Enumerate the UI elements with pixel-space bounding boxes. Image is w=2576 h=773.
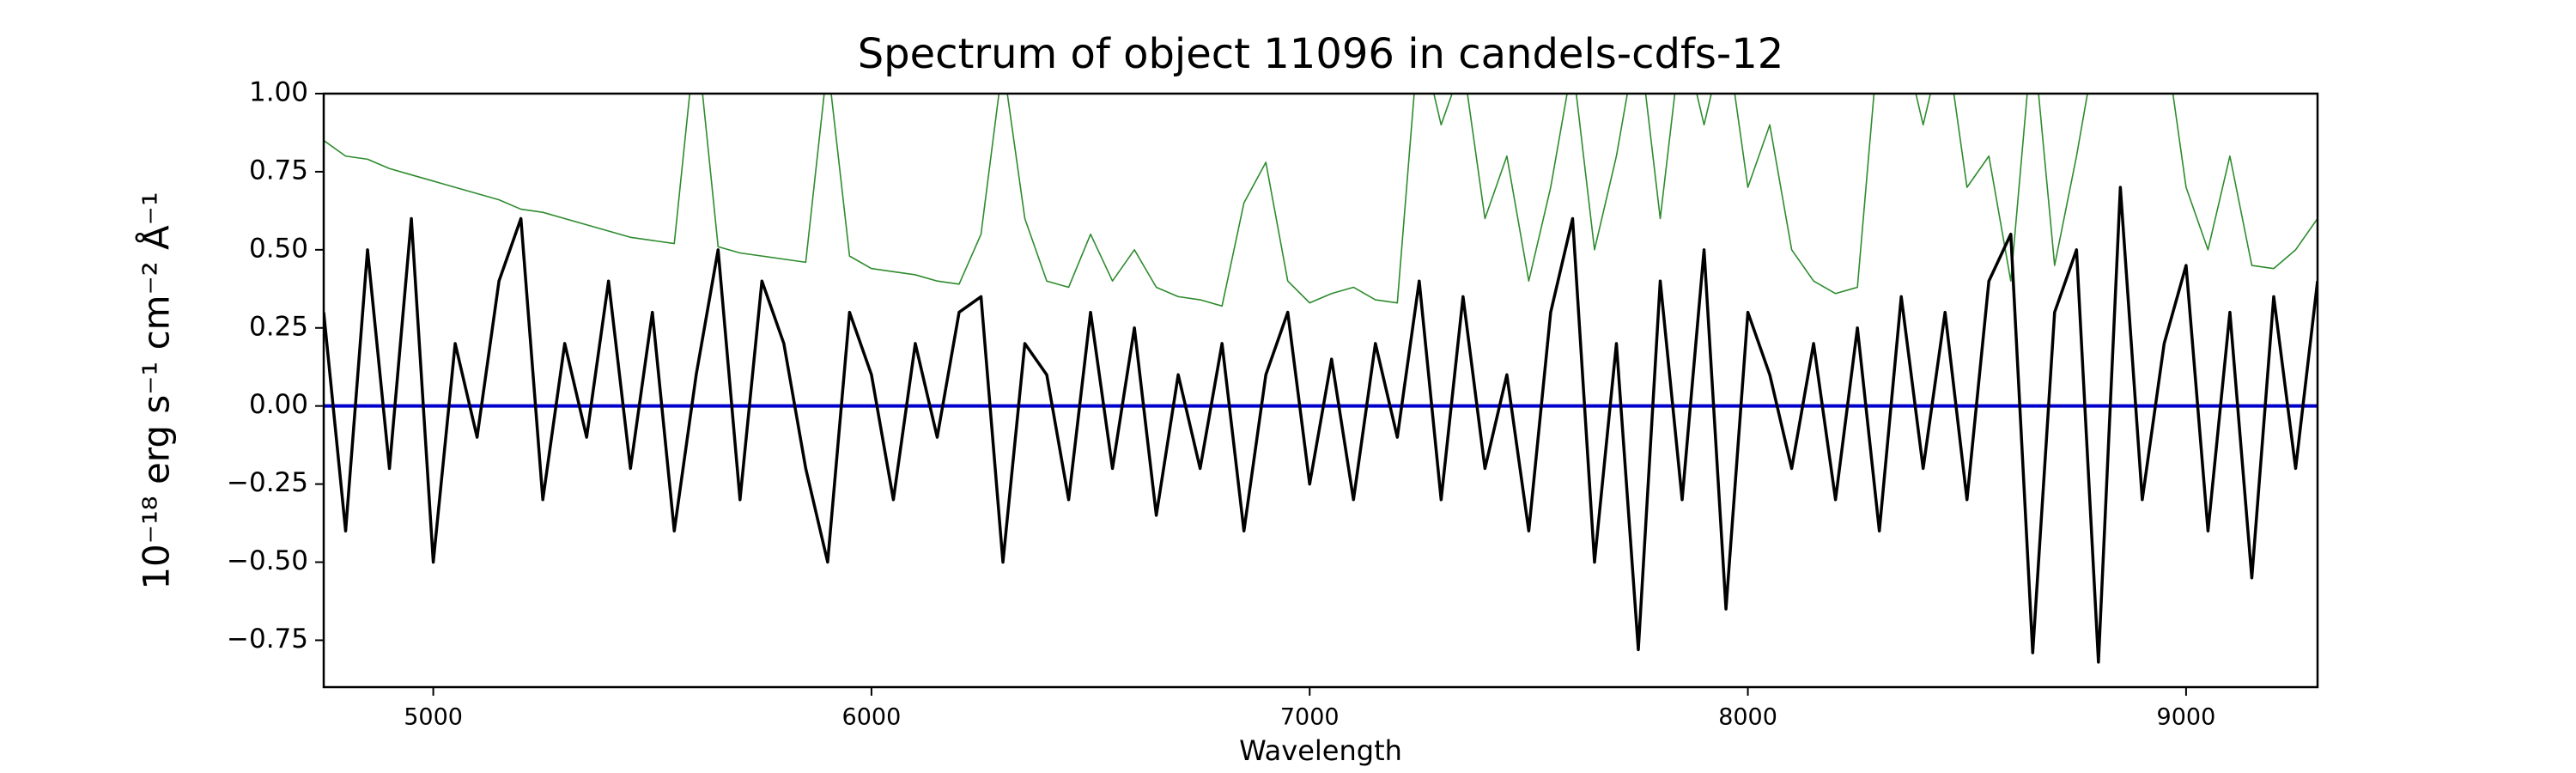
- y-tick-label: 0.00: [249, 389, 308, 420]
- x-tick-label: 7000: [1280, 704, 1340, 731]
- x-tick-label: 6000: [842, 704, 902, 731]
- x-axis-label: Wavelength: [1239, 734, 1402, 767]
- x-tick-label: 8000: [1718, 704, 1777, 731]
- series-line: [324, 94, 2318, 307]
- y-tick-label: 0.25: [249, 311, 308, 342]
- y-axis-label: 10⁻¹⁸ erg s⁻¹ cm⁻² Å⁻¹: [135, 192, 178, 589]
- x-tick-label: 5000: [404, 704, 463, 731]
- plot-area: [324, 94, 2318, 664]
- y-tick-label: 0.75: [249, 155, 308, 186]
- chart-title: Spectrum of object 11096 in candels-cdfs…: [858, 30, 1784, 78]
- y-tick-label: −0.25: [227, 467, 308, 498]
- y-tick-label: −0.50: [227, 545, 308, 576]
- y-tick-label: 1.00: [249, 77, 308, 108]
- y-tick-label: −0.75: [227, 624, 308, 654]
- plot-frame: [322, 92, 2319, 689]
- series-line: [324, 186, 2318, 664]
- y-tick-label: 0.50: [249, 233, 308, 264]
- x-tick-label: 9000: [2157, 704, 2216, 731]
